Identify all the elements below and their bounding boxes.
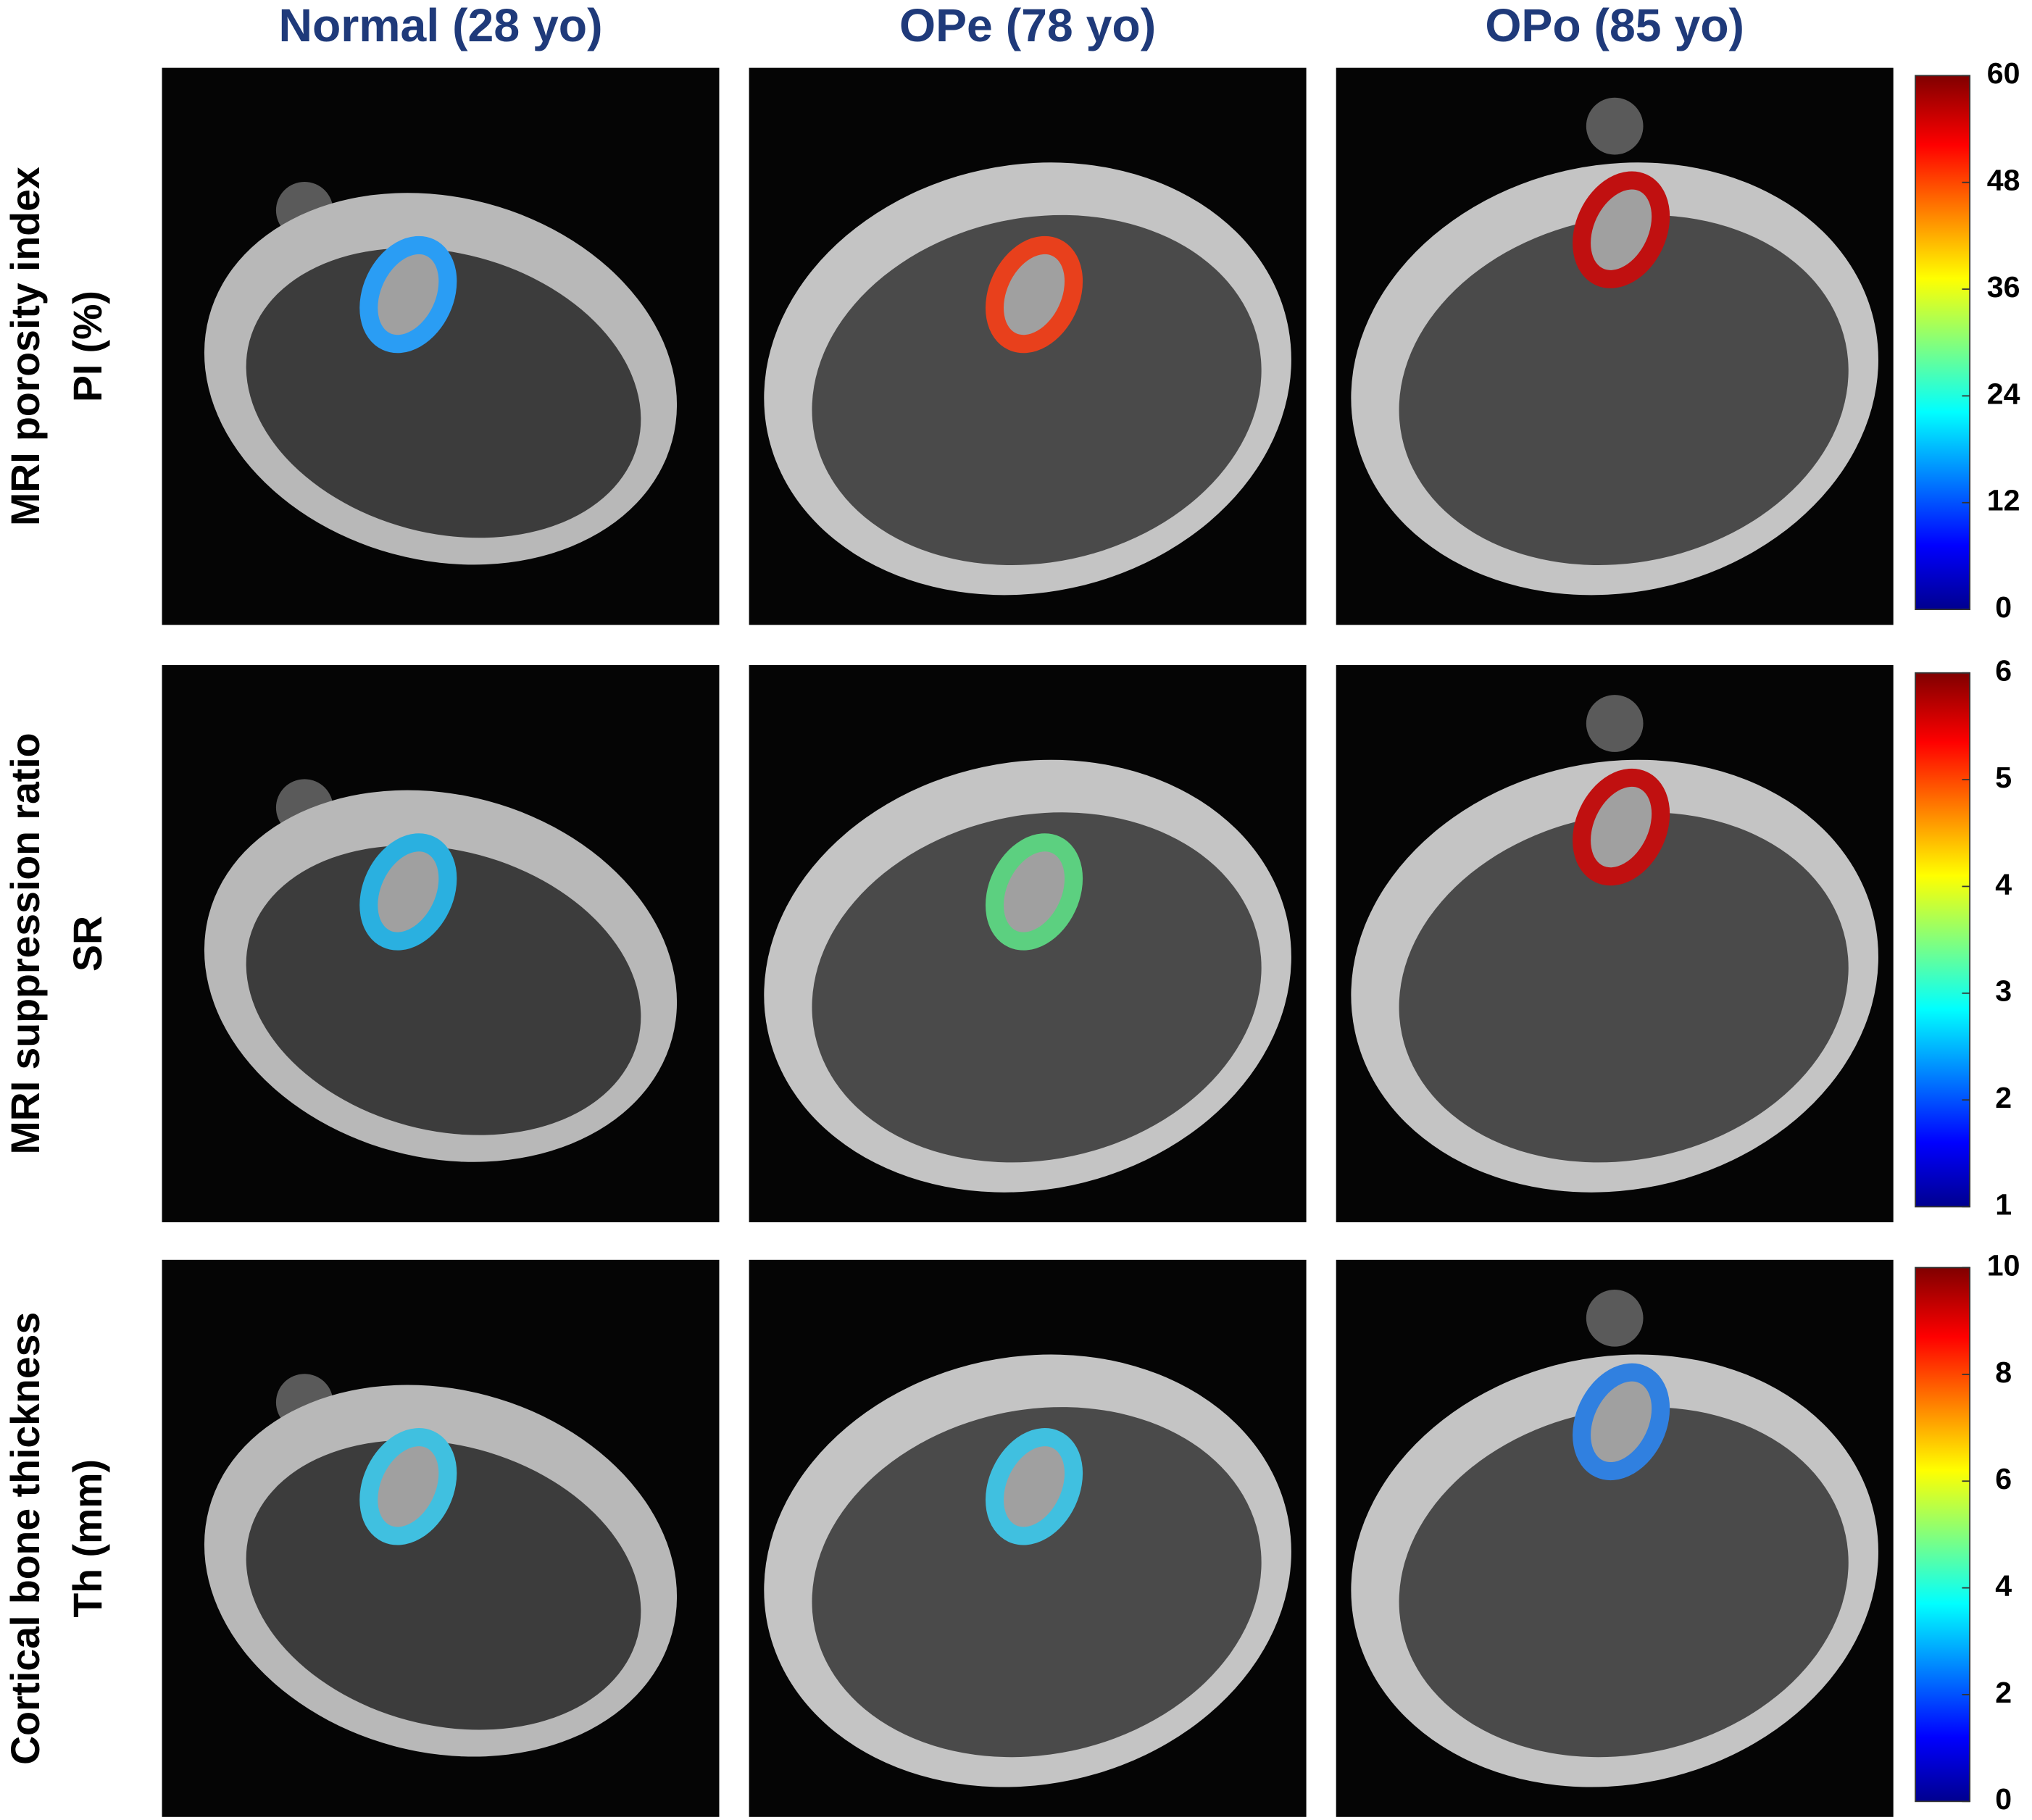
leg-inner — [1399, 214, 1849, 566]
bone-ring — [359, 833, 457, 951]
colorbar-tick-label: 2 — [1995, 1676, 2012, 1709]
mri-panel — [749, 67, 1307, 625]
leg-inner — [812, 1407, 1262, 1758]
colorbar-tick-label: 6 — [1995, 1462, 2012, 1495]
colorbar-tick-label: 0 — [1995, 1782, 2012, 1816]
mri-panel — [162, 1259, 720, 1817]
colorbar — [1915, 75, 1971, 611]
colorbar-tick-label: 6 — [1995, 654, 2012, 688]
colorbar-tick-label: 0 — [1995, 590, 2012, 624]
column-header: Normal (28 yo) — [278, 0, 602, 51]
row-label: Cortical bone thickness — [3, 1312, 48, 1765]
colorbar-tick-label: 1 — [1995, 1187, 2012, 1221]
column-header: OPo (85 yo) — [1485, 0, 1744, 51]
colorbar-tick-label: 8 — [1995, 1356, 2012, 1389]
colorbar-tick-label: 2 — [1995, 1081, 2012, 1114]
row-label: Th (mm) — [65, 1459, 110, 1618]
bone-ring — [985, 235, 1083, 354]
mri-panel — [749, 665, 1307, 1222]
colorbar — [1915, 1266, 1971, 1803]
row-label: MRI suppression ratio — [3, 732, 48, 1154]
colorbar-tick-label: 5 — [1995, 761, 2012, 794]
leg-inner — [246, 1440, 641, 1730]
colorbar-tick-label: 12 — [1987, 484, 2020, 517]
bone-ring — [985, 833, 1083, 951]
leg-inner — [812, 812, 1262, 1163]
bone-ring — [1573, 768, 1670, 886]
colorbar-tick-label: 4 — [1995, 1569, 2012, 1602]
colorbar-tick-label: 4 — [1995, 867, 2012, 901]
bone-ring — [359, 1428, 457, 1545]
leg-inner — [246, 845, 641, 1135]
bone-ring — [1573, 1363, 1670, 1481]
bone-ring — [359, 235, 457, 354]
marker — [1586, 97, 1644, 155]
colorbar-tick-label: 24 — [1987, 377, 2020, 410]
marker — [1586, 695, 1644, 752]
row-label: PI (%) — [65, 291, 110, 402]
colorbar-tick-label: 60 — [1987, 57, 2020, 90]
leg-inner — [1399, 1407, 1849, 1758]
mri-panel — [162, 665, 720, 1222]
colorbar-tick-label: 10 — [1987, 1248, 2020, 1282]
marker — [1586, 1289, 1644, 1347]
mri-panel — [1336, 665, 1894, 1222]
leg-inner — [246, 248, 641, 538]
mri-panel — [1336, 67, 1894, 625]
row-label: MRI porosity index — [3, 167, 48, 526]
colorbar-tick-label: 36 — [1987, 270, 2020, 304]
mri-panel — [1336, 1259, 1894, 1817]
column-header: OPe (78 yo) — [899, 0, 1156, 51]
bone-ring — [1573, 171, 1670, 288]
colorbar — [1915, 672, 1971, 1208]
colorbar-tick-label: 48 — [1987, 164, 2020, 197]
mri-panel — [749, 1259, 1307, 1817]
mri-panel — [162, 67, 720, 625]
bone-ring — [985, 1428, 1083, 1545]
leg-inner — [1399, 812, 1849, 1163]
row-label: SR — [65, 916, 110, 972]
leg-inner — [812, 214, 1262, 566]
colorbar-tick-label: 3 — [1995, 974, 2012, 1008]
